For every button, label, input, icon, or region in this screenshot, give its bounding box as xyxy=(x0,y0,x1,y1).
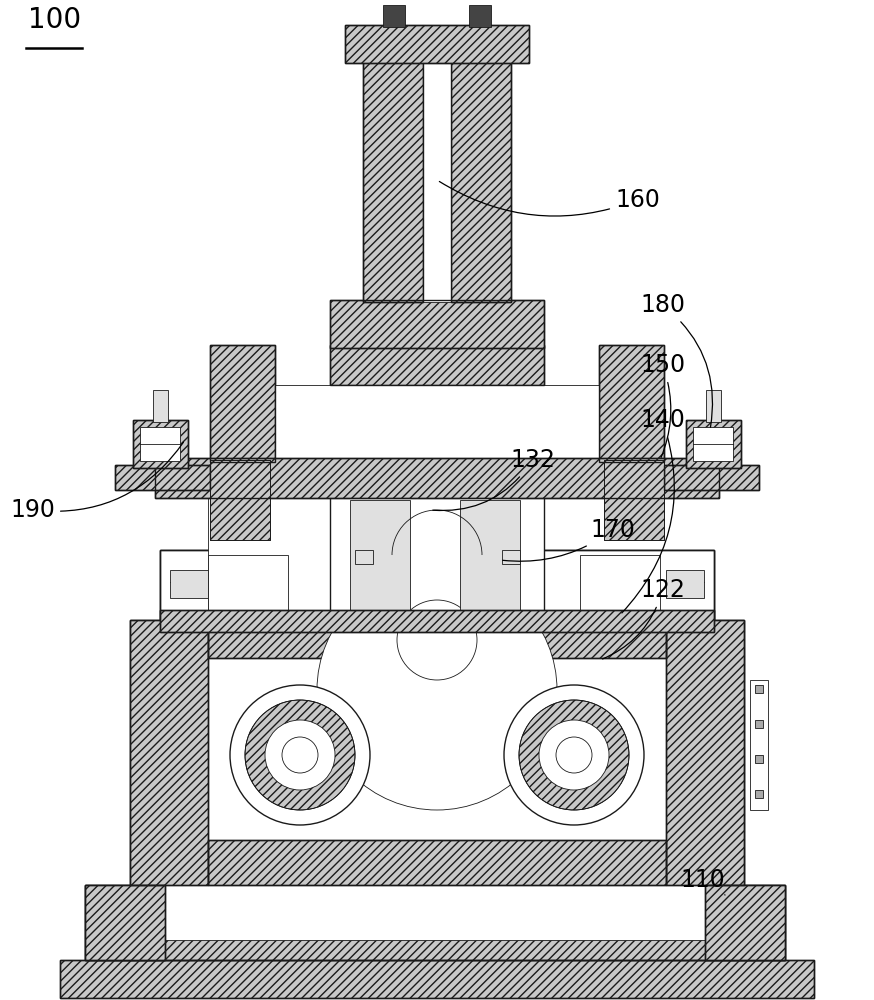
Bar xyxy=(580,555,660,613)
Bar xyxy=(330,300,544,348)
Bar xyxy=(85,885,165,960)
Bar xyxy=(686,420,741,468)
Bar xyxy=(355,550,373,564)
Bar xyxy=(363,60,423,302)
Bar xyxy=(451,60,511,302)
Text: 132: 132 xyxy=(433,448,555,511)
Bar xyxy=(350,500,410,610)
Bar xyxy=(208,555,288,613)
Bar xyxy=(208,840,666,885)
Text: 180: 180 xyxy=(640,293,712,427)
Bar xyxy=(706,390,721,422)
Bar xyxy=(604,460,664,540)
Text: 160: 160 xyxy=(440,181,660,216)
Bar xyxy=(666,570,704,598)
Bar xyxy=(686,420,741,468)
Bar xyxy=(750,680,768,810)
Bar xyxy=(160,610,714,632)
Bar xyxy=(666,620,744,885)
Bar xyxy=(693,427,733,461)
Bar xyxy=(330,345,544,385)
Bar xyxy=(170,570,208,598)
Circle shape xyxy=(556,737,592,773)
Bar xyxy=(160,550,714,620)
Bar xyxy=(115,465,210,490)
Bar xyxy=(85,885,165,960)
Bar xyxy=(153,390,168,422)
Bar xyxy=(604,460,664,540)
Bar xyxy=(208,840,666,885)
Bar xyxy=(208,620,666,658)
Text: 150: 150 xyxy=(640,353,685,457)
Bar xyxy=(330,300,544,348)
Text: 170: 170 xyxy=(503,518,635,561)
Bar xyxy=(664,465,759,490)
Bar xyxy=(85,885,785,960)
Circle shape xyxy=(245,700,355,810)
Bar xyxy=(383,5,405,27)
Bar xyxy=(160,610,714,632)
Bar xyxy=(502,550,520,564)
Bar xyxy=(85,885,785,960)
Bar xyxy=(599,345,664,462)
Text: 110: 110 xyxy=(680,868,725,895)
Bar xyxy=(423,60,451,302)
Bar xyxy=(345,25,529,63)
Bar xyxy=(755,685,763,693)
Circle shape xyxy=(282,737,318,773)
Text: 122: 122 xyxy=(602,578,685,659)
Bar xyxy=(210,460,270,540)
Bar xyxy=(469,5,491,27)
Bar xyxy=(155,458,719,498)
Bar xyxy=(160,550,714,620)
Circle shape xyxy=(539,720,609,790)
Bar xyxy=(140,427,180,461)
Bar xyxy=(599,345,664,462)
Circle shape xyxy=(230,685,370,825)
Bar xyxy=(130,620,744,885)
Bar xyxy=(130,620,208,885)
Bar xyxy=(165,885,705,940)
Bar xyxy=(755,790,763,798)
Bar xyxy=(115,465,210,490)
Bar xyxy=(210,345,275,462)
Text: 190: 190 xyxy=(10,442,184,522)
Bar xyxy=(210,345,275,462)
Bar xyxy=(460,500,520,610)
Bar xyxy=(210,460,270,540)
Bar xyxy=(330,490,544,620)
Bar xyxy=(755,720,763,728)
Bar xyxy=(60,960,814,998)
Bar xyxy=(160,550,714,620)
Bar xyxy=(664,465,759,490)
Bar xyxy=(275,385,599,460)
Bar xyxy=(208,490,330,620)
Circle shape xyxy=(397,600,477,680)
Bar xyxy=(155,458,719,498)
Circle shape xyxy=(265,720,335,790)
Bar xyxy=(345,25,529,63)
Bar xyxy=(330,345,544,385)
Bar xyxy=(133,420,188,468)
Bar xyxy=(208,620,666,658)
Circle shape xyxy=(519,700,629,810)
Bar xyxy=(666,620,744,885)
Bar xyxy=(755,755,763,763)
Text: 100: 100 xyxy=(28,6,81,34)
Bar xyxy=(133,420,188,468)
Bar xyxy=(705,885,785,960)
Bar xyxy=(60,960,814,998)
Circle shape xyxy=(317,570,557,810)
Bar xyxy=(363,60,423,302)
Bar xyxy=(130,620,208,885)
Text: 140: 140 xyxy=(622,408,685,613)
Bar xyxy=(705,885,785,960)
Circle shape xyxy=(504,685,644,825)
Bar xyxy=(451,60,511,302)
